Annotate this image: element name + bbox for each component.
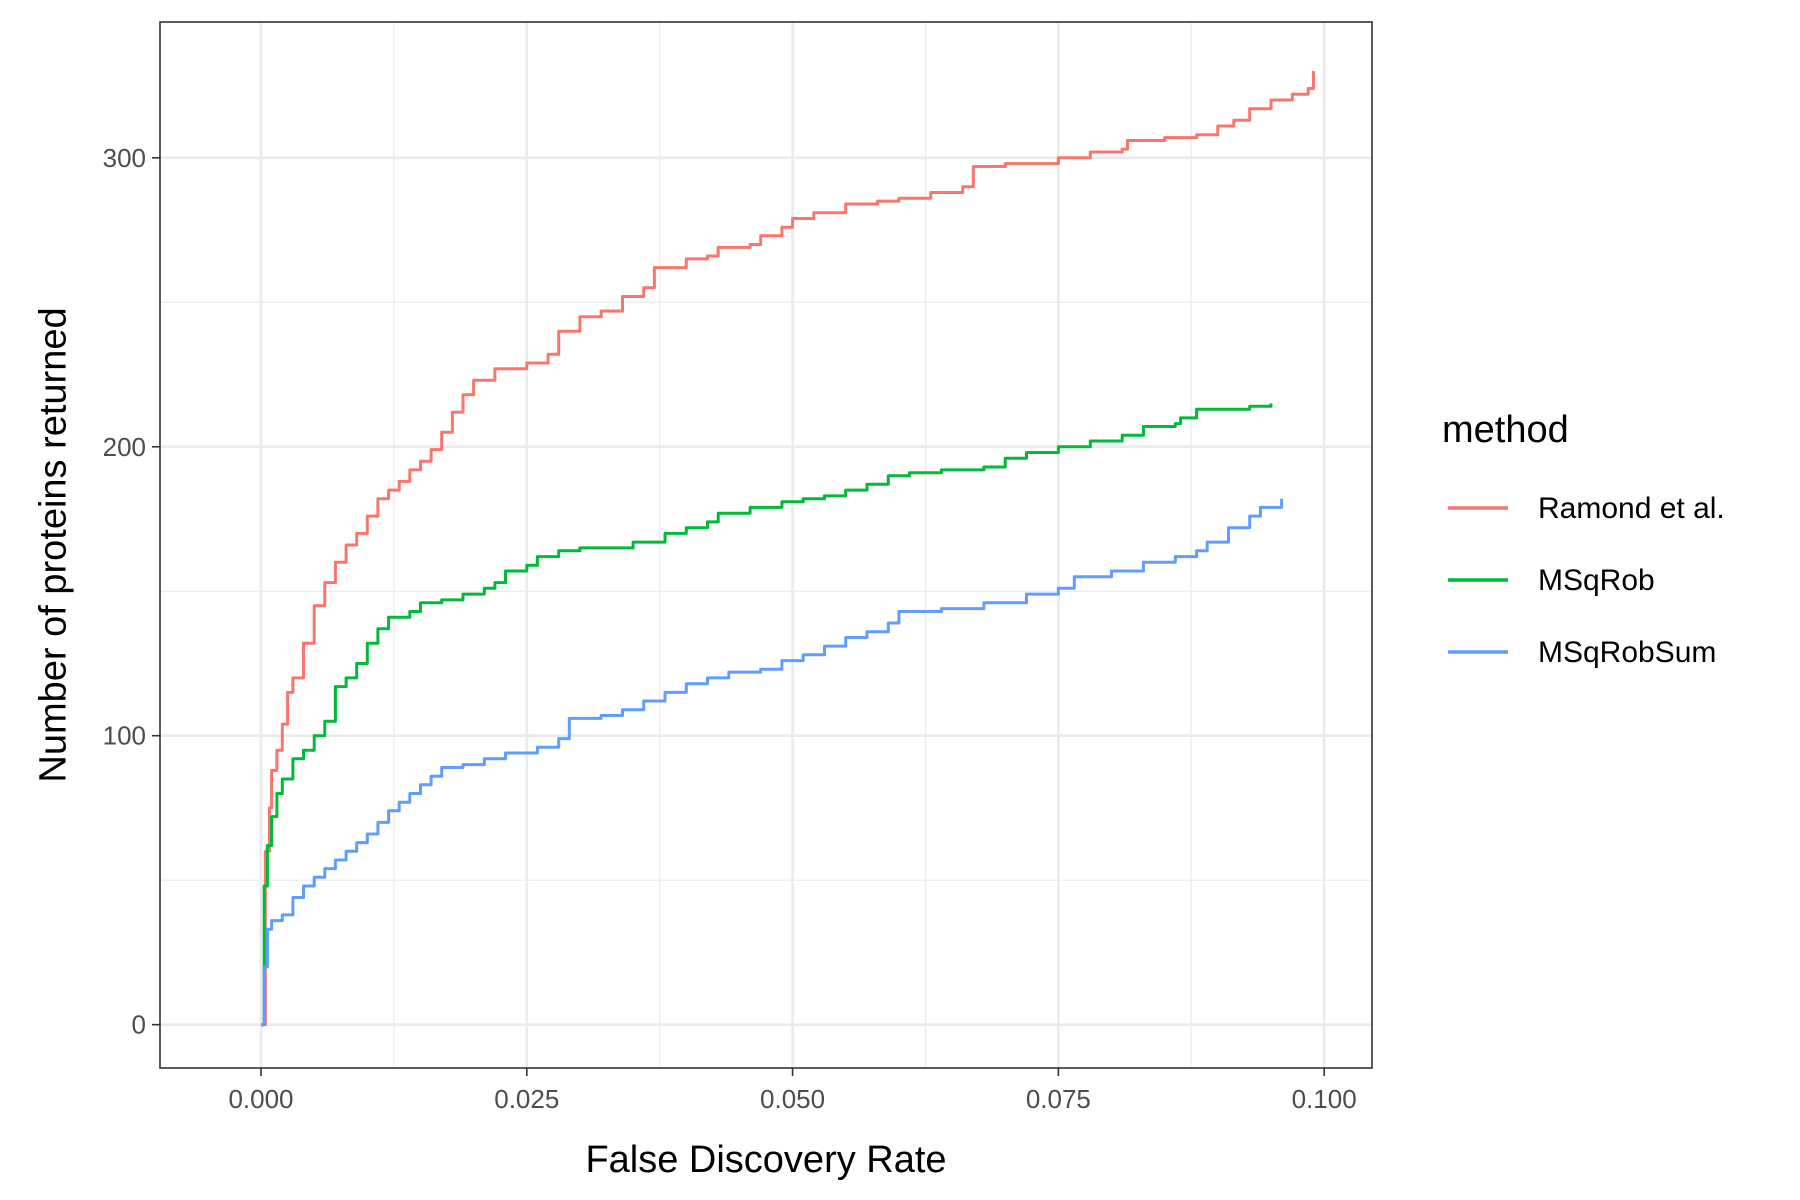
grid-minor [160, 22, 1372, 1068]
y-tick-label: 100 [103, 721, 146, 751]
legend-title: method [1442, 409, 1569, 451]
x-tick-label: 0.100 [1292, 1084, 1357, 1114]
panel-border [159, 21, 1373, 1069]
series-lines [261, 71, 1315, 1027]
series-line-msqrobsum [261, 498, 1284, 1027]
x-tick-label: 0.025 [494, 1084, 559, 1114]
y-tick-label: 0 [132, 1010, 146, 1040]
x-tick-label: 0.000 [228, 1084, 293, 1114]
x-axis-ticks: 0.000 0.025 0.050 0.075 0.100 [228, 1068, 1357, 1114]
y-tick-label: 300 [103, 143, 146, 173]
legend: method Ramond et al. MSqRob MSqRobSum [1442, 409, 1725, 669]
x-tick-label: 0.050 [760, 1084, 825, 1114]
y-axis-ticks: 0 100 200 300 [103, 143, 160, 1040]
x-axis-title: False Discovery Rate [585, 1139, 946, 1181]
legend-label-msqrobsum: MSqRobSum [1538, 636, 1716, 669]
series-line-msqrob [261, 403, 1273, 1027]
y-axis-title: Number of proteins returned [32, 307, 74, 782]
x-tick-label: 0.075 [1026, 1084, 1091, 1114]
legend-label-msqrob: MSqRob [1538, 564, 1655, 597]
series-line-ramond-et-al [261, 71, 1315, 1027]
y-tick-label: 200 [103, 432, 146, 462]
legend-label-ramond-et-al: Ramond et al. [1538, 492, 1725, 525]
grid-major [160, 22, 1372, 1068]
